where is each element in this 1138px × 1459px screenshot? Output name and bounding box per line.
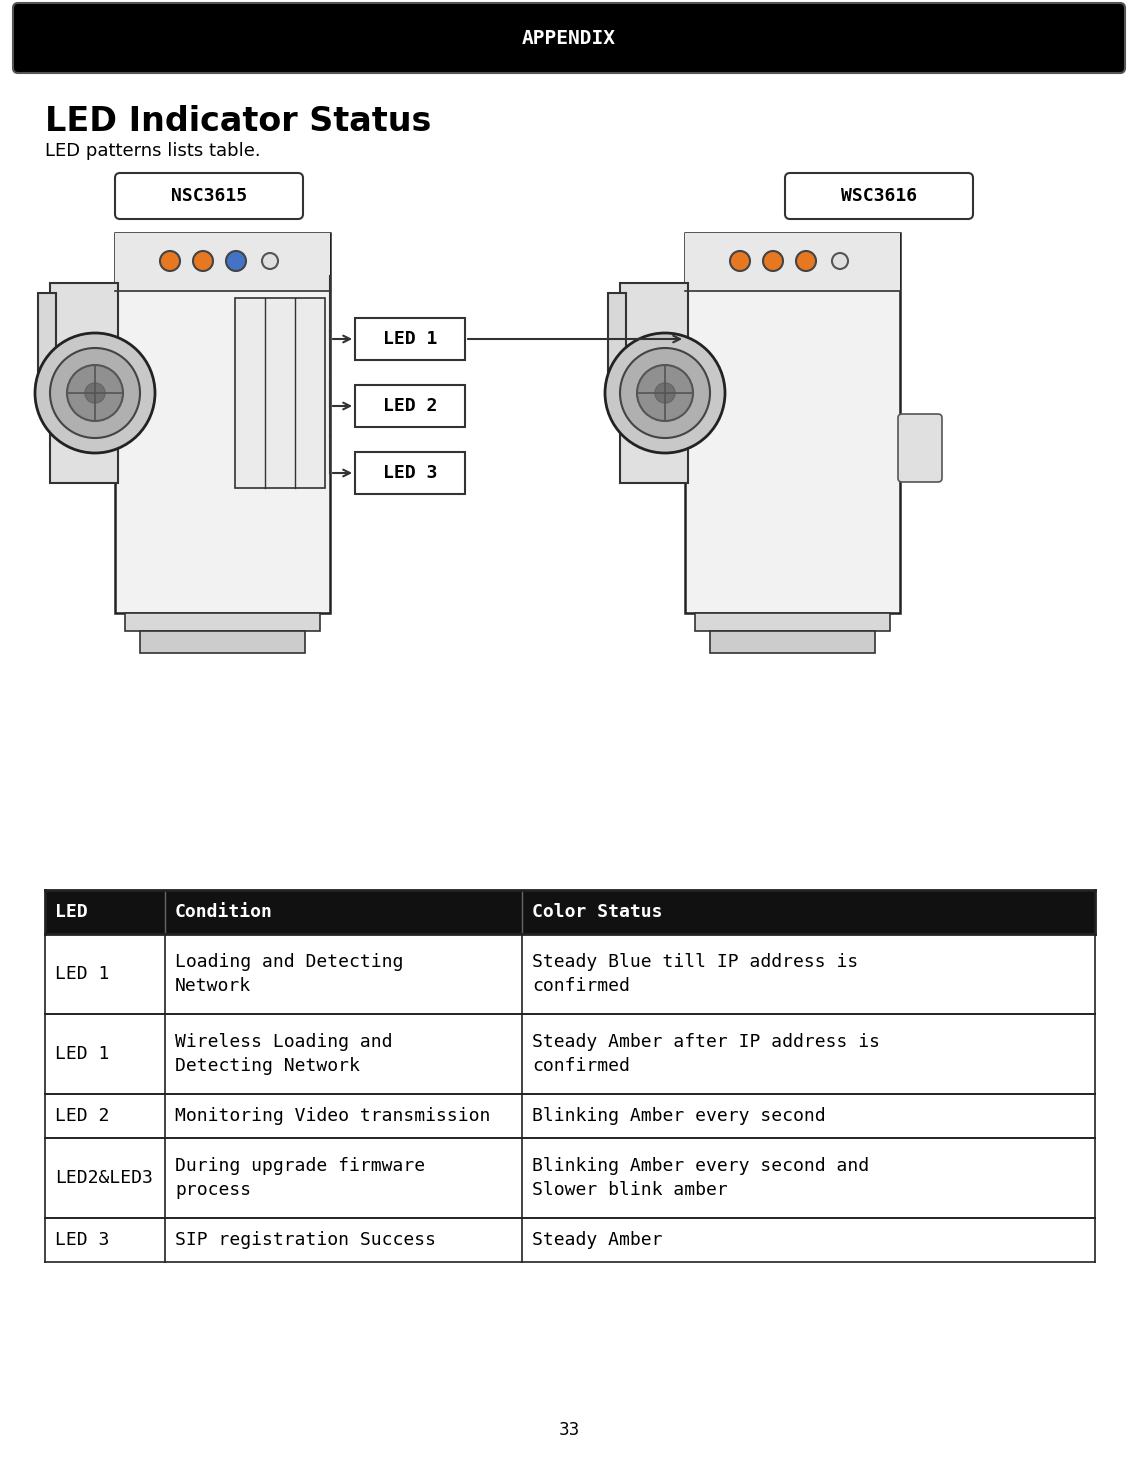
Text: Blinking Amber every second: Blinking Amber every second	[531, 1107, 826, 1125]
Circle shape	[620, 349, 710, 438]
Text: Wireless Loading and
Detecting Network: Wireless Loading and Detecting Network	[175, 1033, 393, 1075]
Bar	[46, 1014, 1095, 1094]
Circle shape	[85, 384, 105, 403]
Text: LED 3: LED 3	[55, 1231, 109, 1249]
Text: LED: LED	[55, 903, 88, 921]
Circle shape	[832, 252, 848, 268]
FancyBboxPatch shape	[115, 174, 303, 219]
Bar	[236, 298, 325, 487]
Circle shape	[35, 333, 155, 452]
Text: LED2&LED3: LED2&LED3	[55, 1169, 152, 1188]
Bar	[620, 283, 688, 483]
Text: Steady Amber after IP address is
confirmed: Steady Amber after IP address is confirm…	[531, 1033, 880, 1075]
Circle shape	[762, 251, 783, 271]
Text: LED 3: LED 3	[382, 464, 437, 481]
Bar	[46, 1218, 1095, 1262]
Bar	[46, 1094, 1095, 1138]
Text: 33: 33	[559, 1421, 579, 1439]
Text: LED Indicator Status: LED Indicator Status	[46, 105, 431, 139]
Text: LED 2: LED 2	[55, 1107, 109, 1125]
Text: Blinking Amber every second and
Slower blink amber: Blinking Amber every second and Slower b…	[531, 1157, 869, 1199]
Bar	[140, 630, 305, 654]
Text: Color Status: Color Status	[531, 903, 662, 921]
Circle shape	[262, 252, 278, 268]
FancyBboxPatch shape	[898, 414, 942, 481]
Text: LED 1: LED 1	[55, 1045, 109, 1064]
Text: During upgrade firmware
process: During upgrade firmware process	[175, 1157, 426, 1199]
Circle shape	[795, 251, 816, 271]
Circle shape	[160, 251, 180, 271]
Circle shape	[729, 251, 750, 271]
Bar	[695, 613, 890, 630]
Text: LED 2: LED 2	[382, 397, 437, 414]
Circle shape	[67, 365, 123, 422]
Circle shape	[655, 384, 675, 403]
Circle shape	[193, 251, 213, 271]
Bar	[38, 293, 56, 374]
Bar	[685, 233, 900, 290]
Bar	[710, 630, 875, 654]
Bar	[50, 283, 118, 483]
Text: LED patterns lists table.: LED patterns lists table.	[46, 142, 261, 160]
Bar	[355, 318, 465, 360]
FancyBboxPatch shape	[13, 3, 1125, 73]
Bar	[125, 613, 320, 630]
Text: NSC3615: NSC3615	[171, 187, 247, 206]
Text: Steady Blue till IP address is
confirmed: Steady Blue till IP address is confirmed	[531, 953, 858, 995]
Bar	[608, 293, 626, 374]
Text: LED 1: LED 1	[382, 330, 437, 349]
Text: SIP registration Success: SIP registration Success	[175, 1231, 436, 1249]
Circle shape	[637, 365, 693, 422]
Bar	[355, 452, 465, 495]
Text: Condition: Condition	[175, 903, 273, 921]
Bar	[115, 233, 330, 290]
Bar	[46, 934, 1095, 1014]
Bar	[46, 1138, 1095, 1218]
Bar	[685, 233, 900, 613]
Text: APPENDIX: APPENDIX	[522, 29, 616, 48]
Circle shape	[226, 251, 246, 271]
Bar	[355, 385, 465, 427]
Text: Monitoring Video transmission: Monitoring Video transmission	[175, 1107, 490, 1125]
Bar	[115, 233, 330, 613]
Text: Loading and Detecting
Network: Loading and Detecting Network	[175, 953, 403, 995]
Text: WSC3616: WSC3616	[841, 187, 917, 206]
Circle shape	[50, 349, 140, 438]
FancyBboxPatch shape	[785, 174, 973, 219]
Circle shape	[605, 333, 725, 452]
Bar	[46, 890, 1095, 934]
Text: LED 1: LED 1	[55, 964, 109, 983]
Text: Steady Amber: Steady Amber	[531, 1231, 662, 1249]
